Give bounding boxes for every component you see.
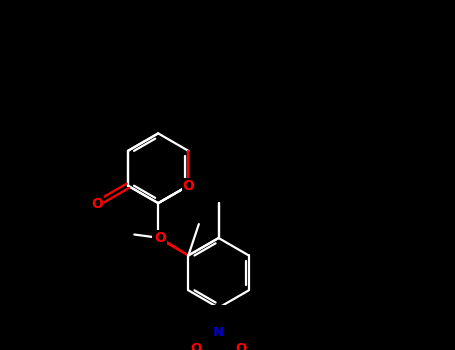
Text: O: O (190, 342, 202, 350)
Text: O: O (152, 231, 164, 245)
Text: O: O (236, 342, 247, 350)
Text: O: O (182, 179, 194, 193)
Text: O: O (91, 197, 103, 211)
Text: O: O (155, 231, 167, 245)
Text: N: N (213, 327, 224, 340)
